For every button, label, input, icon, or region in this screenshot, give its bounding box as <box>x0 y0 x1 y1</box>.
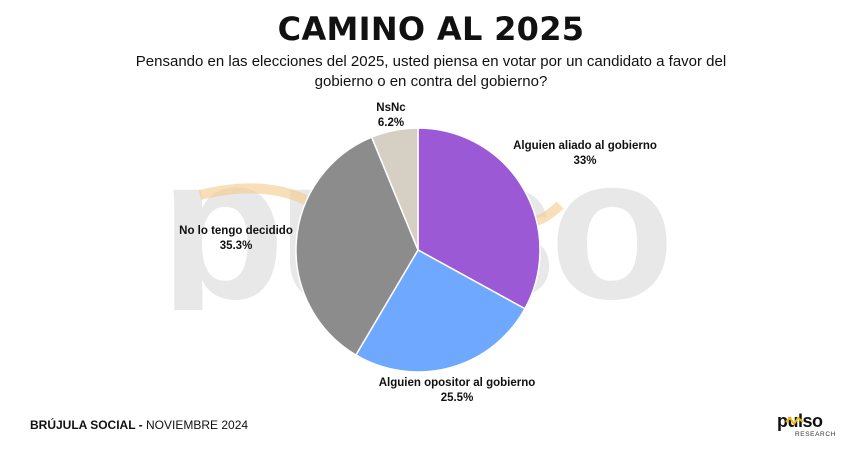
page-title: CAMINO AL 2025 <box>277 10 585 48</box>
slice-label-aliado-name: Alguien aliado al gobierno <box>513 140 657 152</box>
footer-brand: BRÚJULA SOCIAL - <box>30 418 143 432</box>
pie-slice-aliado <box>417 127 541 310</box>
slice-label-opositor-name: Alguien opositor al gobierno <box>378 377 536 389</box>
logo-subtitle: RESEARCH <box>795 431 836 438</box>
question-subtitle: Pensando en las elecciones del 2025, ust… <box>80 52 782 92</box>
subtitle-line-1: Pensando en las elecciones del 2025, ust… <box>135 53 727 70</box>
slice-label-no-decidido-value: 35.3% <box>219 240 253 252</box>
slice-label-aliado: Alguien aliado al gobierno 33% <box>513 139 657 169</box>
subtitle-line-2: gobierno o en contra del gobierno? <box>314 73 548 90</box>
logo-wordmark: pulso <box>777 411 823 431</box>
pie-slices-group <box>295 127 541 373</box>
slice-label-nsnc-name: NsNc <box>376 102 406 114</box>
slice-label-opositor-value: 25.5% <box>440 392 474 404</box>
logo-accent-icon <box>785 416 804 426</box>
pie-slice-no-decidido <box>295 136 419 357</box>
slice-label-nsnc: NsNc 6.2% <box>376 101 405 131</box>
pie-slice-nsnc <box>370 127 419 251</box>
footer-source: BRÚJULA SOCIAL - NOVIEMBRE 2024 <box>30 418 248 432</box>
footer-date: NOVIEMBRE 2024 <box>146 418 249 432</box>
slice-label-no-decidido-name: No lo tengo decidido <box>179 225 293 237</box>
slice-label-no-decidido: No lo tengo decidido 35.3% <box>179 224 293 254</box>
slice-label-aliado-value: 33% <box>573 155 597 167</box>
slice-label-nsnc-value: 6.2% <box>377 117 405 129</box>
pulso-logo: pulso RESEARCH <box>777 411 837 443</box>
slice-label-opositor: Alguien opositor al gobierno 25.5% <box>379 376 536 406</box>
pie-slice-opositor <box>354 248 526 373</box>
